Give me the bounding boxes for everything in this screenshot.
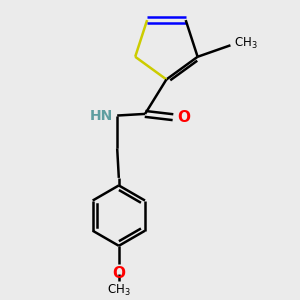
Text: O: O — [112, 266, 125, 281]
Text: CH$_3$: CH$_3$ — [107, 283, 131, 298]
Text: HN: HN — [90, 109, 113, 122]
Text: CH$_3$: CH$_3$ — [234, 36, 257, 51]
Text: O: O — [177, 110, 190, 125]
